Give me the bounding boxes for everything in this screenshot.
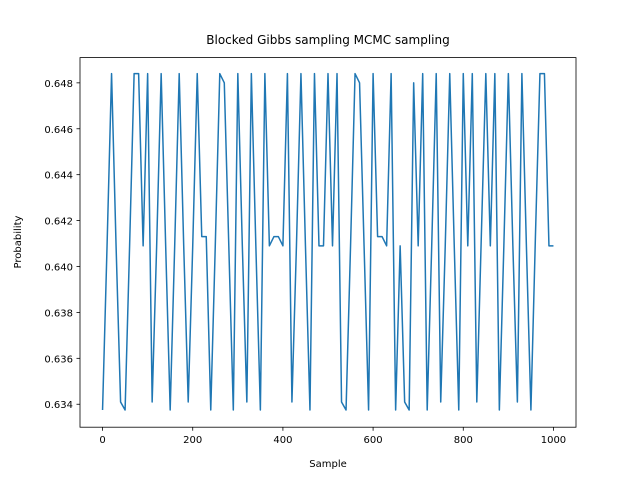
- y-tick-label: 0.646: [44, 125, 73, 136]
- y-tick-label: 0.638: [44, 308, 73, 319]
- y-axis-label: Probability: [13, 215, 24, 268]
- x-tick-label: 600: [364, 435, 383, 446]
- x-tick-label: 0: [99, 435, 105, 446]
- y-tick-label: 0.644: [44, 171, 73, 182]
- y-tick-label: 0.642: [44, 217, 73, 228]
- y-tick-label: 0.648: [44, 79, 73, 90]
- x-tick-label: 800: [454, 435, 473, 446]
- x-tick-label: 400: [273, 435, 292, 446]
- x-axis-label: Sample: [309, 459, 347, 470]
- y-tick-label: 0.640: [44, 263, 73, 274]
- y-tick-label: 0.636: [44, 354, 73, 365]
- x-tick-label: 200: [183, 435, 202, 446]
- y-tick-label: 0.634: [44, 400, 73, 411]
- x-tick-label: 1000: [541, 435, 566, 446]
- plot-frame: [79, 57, 577, 428]
- data-line: [101, 72, 554, 411]
- chart-title: Blocked Gibbs sampling MCMC sampling: [206, 33, 449, 47]
